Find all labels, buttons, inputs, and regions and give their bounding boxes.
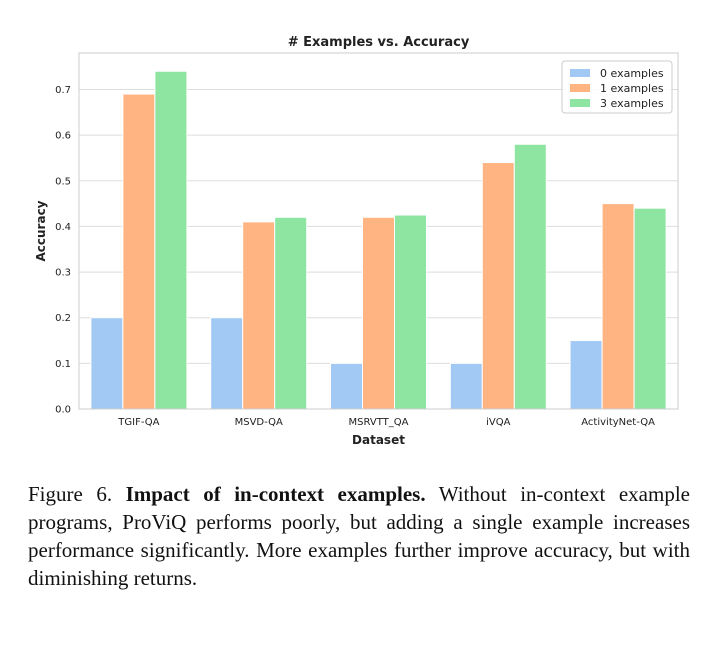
- x-tick-label: MSVD-QA: [235, 417, 283, 428]
- legend: 0 examples 1 examples 3 examples: [561, 60, 673, 114]
- bar-0-examples-TGIF-QA: [90, 317, 124, 410]
- bar-3-examples-MSVD-QA: [274, 216, 308, 410]
- bar-0-examples-iVQA: [449, 362, 483, 410]
- legend-swatch: [570, 99, 590, 107]
- x-axis-label: Dataset: [352, 433, 405, 447]
- y-tick-label: 0.6: [55, 131, 71, 142]
- bar-chart: 0.0 0.1 0.2 0.3 0.4 0.5 0.6 0.7 TGIF-QA MSVD-QA M…: [34, 35, 679, 447]
- bar-0-examples-MSRVTT_QA: [330, 362, 363, 410]
- caption-text: Without in-context example programs, Pro…: [28, 482, 690, 590]
- legend-label: 1 examples: [600, 82, 664, 95]
- figure-caption: Figure 6. Impact of in-context examples.…: [28, 480, 690, 592]
- x-tick-label: MSRVTT_QA: [349, 417, 409, 428]
- y-tick-label: 0.3: [55, 268, 71, 279]
- y-tick-label: 0.0: [55, 405, 71, 416]
- bar-1-examples-ActivityNet-QA: [601, 203, 635, 410]
- legend-label: 3 examples: [600, 97, 664, 110]
- bar-3-examples-MSRVTT_QA: [394, 214, 427, 410]
- bars: [90, 70, 667, 410]
- chart-title: # Examples vs. Accuracy: [288, 35, 470, 50]
- y-tick-label: 0.5: [55, 176, 71, 187]
- y-tick-label: 0.4: [55, 222, 71, 233]
- y-tick-labels: 0.0 0.1 0.2 0.3 0.4 0.5 0.6 0.7: [55, 85, 71, 415]
- bar-1-examples-MSRVTT_QA: [362, 216, 395, 410]
- legend-swatch: [570, 69, 590, 77]
- y-tick-label: 0.2: [55, 313, 71, 324]
- x-tick-label: iVQA: [486, 417, 510, 428]
- plot-frame: [78, 52, 679, 410]
- y-tick-label: 0.1: [55, 359, 71, 370]
- bar-1-examples-MSVD-QA: [242, 221, 276, 410]
- bar-1-examples-TGIF-QA: [122, 93, 156, 410]
- x-tick-label: TGIF-QA: [117, 417, 159, 428]
- bar-3-examples-ActivityNet-QA: [633, 207, 667, 410]
- legend-swatch: [570, 84, 590, 92]
- bar-3-examples-iVQA: [513, 143, 547, 410]
- bar-3-examples-TGIF-QA: [154, 70, 188, 410]
- bar-1-examples-iVQA: [481, 162, 515, 410]
- legend-label: 0 examples: [600, 67, 664, 80]
- x-tick-label: ActivityNet-QA: [581, 417, 655, 428]
- x-tick-labels: TGIF-QA MSVD-QA MSRVTT_QA iVQA ActivityNet-Q…: [117, 417, 655, 428]
- caption-label: Figure 6.: [28, 482, 113, 506]
- bar-0-examples-MSVD-QA: [210, 317, 244, 410]
- y-tick-label: 0.7: [55, 85, 71, 96]
- caption-title: Impact of in-context examples.: [125, 482, 426, 506]
- bar-0-examples-ActivityNet-QA: [569, 340, 603, 410]
- y-axis-label: Accuracy: [34, 200, 48, 261]
